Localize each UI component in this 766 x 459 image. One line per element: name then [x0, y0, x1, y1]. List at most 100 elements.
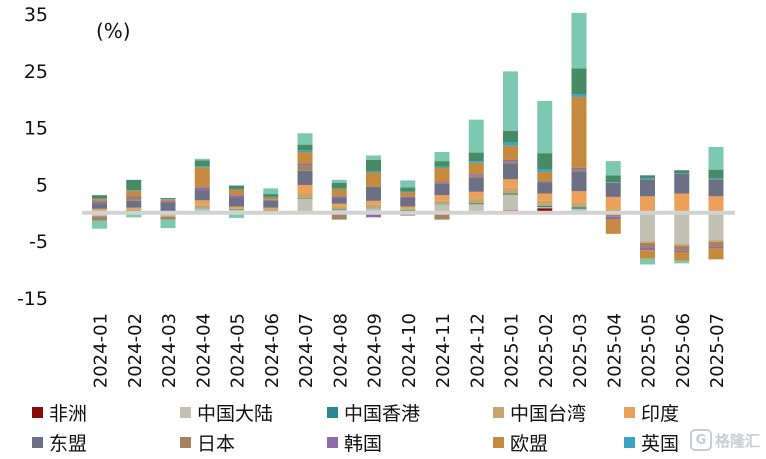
bar-segment — [229, 206, 244, 209]
bar-segment — [640, 242, 655, 248]
bar-segment — [331, 196, 347, 199]
bar-segment — [400, 206, 416, 209]
legend-swatch — [624, 436, 635, 448]
legend-item: 中国台湾 — [493, 398, 586, 426]
bar-series — [92, 12, 724, 265]
bar-segment — [605, 209, 621, 212]
bar-segment — [434, 195, 450, 201]
bar-segment — [400, 209, 416, 211]
bar-segment — [571, 208, 587, 212]
bar-segment — [366, 204, 381, 208]
bar-segment — [571, 169, 587, 172]
legend-item: 中国大陆 — [180, 398, 273, 426]
x-tick-label: 2025-04 — [604, 313, 625, 388]
bar-segment — [194, 158, 210, 161]
x-tick-label: 2024-10 — [399, 313, 420, 388]
y-tick-label: -15 — [17, 288, 48, 310]
bar-segment — [194, 167, 210, 188]
bar-segment — [160, 199, 176, 202]
bar-segment — [366, 200, 381, 205]
x-tick-label: 2024-05 — [228, 313, 249, 388]
legend-label: 中国大陆 — [197, 402, 274, 425]
bar-segment — [297, 170, 313, 185]
bar-segment — [229, 188, 244, 190]
bar-segment — [537, 200, 553, 206]
bar-segment — [400, 208, 416, 210]
y-tick-label: 5 — [36, 174, 48, 196]
bar-segment — [674, 260, 690, 264]
bar-segment — [126, 190, 142, 197]
bar-segment — [434, 161, 450, 167]
bar-segment — [194, 200, 210, 205]
y-tick-label: 15 — [24, 118, 48, 140]
bar-segment — [263, 207, 279, 210]
legend-swatch — [180, 406, 191, 418]
bar-segment — [160, 215, 176, 217]
bar-segment — [571, 167, 587, 170]
bar-segment — [503, 163, 518, 180]
bar-segment — [503, 193, 518, 195]
bar-segment — [674, 173, 690, 194]
legend-label: 日本 — [197, 432, 236, 455]
bar-segment — [708, 240, 724, 242]
y-tick-label: 25 — [24, 61, 48, 83]
bar-segment — [366, 172, 381, 187]
bar-segment — [297, 152, 313, 164]
bar-segment — [503, 142, 518, 146]
bar-segment — [229, 195, 244, 199]
bar-segment — [263, 200, 279, 208]
bar-segment — [126, 198, 142, 201]
x-axis-tick-labels: 2024-01 2024-02 2024-03 2024-04 2024-05 2024-… — [91, 313, 729, 388]
legend-item: 中国香港 — [327, 398, 420, 426]
bar-segment — [160, 219, 176, 229]
legend-label: 英国 — [641, 432, 680, 455]
bar-segment — [194, 204, 210, 208]
bar-segment — [331, 188, 347, 189]
bar-segment — [160, 199, 176, 200]
bar-segment — [571, 68, 587, 95]
y-tick-label: -5 — [29, 231, 48, 253]
bar-segment — [160, 202, 176, 212]
bar-segment — [92, 198, 107, 200]
bar-segment — [674, 173, 690, 174]
bar-segment — [708, 146, 724, 170]
bar-segment — [708, 241, 724, 247]
x-tick-label: 2024-04 — [193, 313, 214, 388]
bar-segment — [229, 185, 244, 189]
bar-segment — [229, 214, 244, 218]
bar-segment — [297, 133, 313, 145]
bar-segment — [708, 179, 724, 197]
watermark-logo-icon: G — [689, 429, 712, 451]
bar-segment — [605, 182, 621, 183]
bar-segment — [434, 167, 450, 183]
bar-segment — [537, 171, 553, 181]
x-tick-label: 2024-01 — [91, 313, 112, 388]
legend-swatch — [493, 436, 504, 448]
bar-segment — [126, 196, 142, 199]
bar-segment — [468, 175, 484, 178]
bar-segment — [366, 214, 381, 218]
bar-segment — [674, 212, 690, 245]
bar-segment — [366, 155, 381, 160]
x-tick-label: 2024-11 — [433, 313, 454, 388]
bar-segment — [674, 170, 690, 174]
legend-item: 英国 — [624, 428, 679, 456]
bar-segment — [434, 183, 450, 196]
bar-segment — [605, 161, 621, 176]
bar-segment — [434, 166, 450, 168]
legend-swatch — [327, 406, 338, 418]
legend-swatch — [624, 406, 635, 418]
bar-segment — [640, 196, 655, 213]
legend-swatch — [327, 436, 338, 448]
bar-segment — [468, 204, 484, 212]
bar-segment — [640, 178, 655, 180]
bar-segment — [605, 182, 621, 197]
bar-segment — [537, 193, 553, 201]
bar-segment — [434, 212, 450, 220]
x-tick-label: 2024-03 — [159, 313, 180, 388]
bar-segment — [571, 94, 587, 97]
bar-segment — [331, 206, 347, 210]
bar-segment — [229, 198, 244, 207]
x-tick-label: 2024-08 — [330, 313, 351, 388]
